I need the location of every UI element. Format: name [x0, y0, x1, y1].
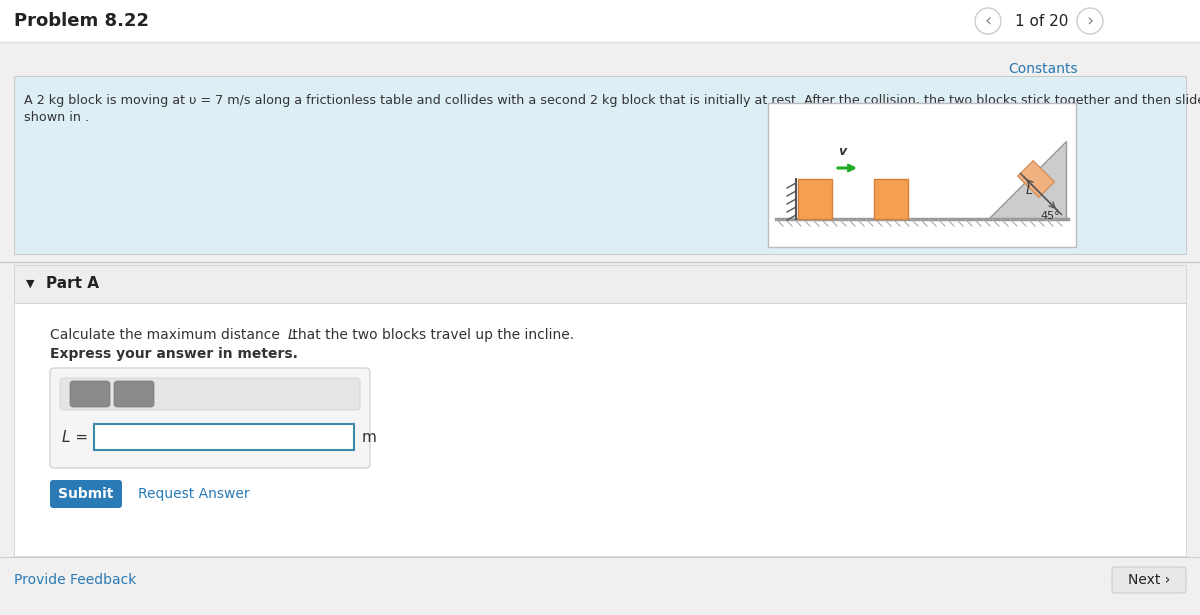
- Text: L: L: [288, 328, 295, 342]
- Text: shown in .: shown in .: [24, 111, 89, 124]
- Text: Constants: Constants: [1008, 62, 1078, 76]
- Text: Next ›: Next ›: [1128, 573, 1170, 587]
- Bar: [14, 303, 1186, 556]
- Bar: [14, 76, 1186, 254]
- Text: L: L: [1026, 183, 1032, 197]
- Text: ‹: ‹: [984, 12, 991, 30]
- Bar: [798, 179, 832, 219]
- Text: Submit: Submit: [59, 487, 114, 501]
- FancyBboxPatch shape: [60, 378, 360, 410]
- FancyBboxPatch shape: [1112, 567, 1186, 593]
- Text: ›: ›: [1086, 12, 1093, 30]
- Text: Express your answer in meters.: Express your answer in meters.: [50, 347, 298, 361]
- Circle shape: [1078, 8, 1103, 34]
- Text: 1 of 20: 1 of 20: [1015, 14, 1069, 28]
- Text: Part A: Part A: [46, 277, 98, 292]
- Circle shape: [974, 8, 1001, 34]
- Bar: [874, 179, 908, 219]
- FancyBboxPatch shape: [50, 480, 122, 508]
- FancyBboxPatch shape: [114, 381, 154, 407]
- Text: Request Answer: Request Answer: [138, 487, 250, 501]
- Text: m: m: [362, 429, 377, 445]
- Bar: [0, 0, 1200, 42]
- Text: Problem 8.22: Problem 8.22: [14, 12, 149, 30]
- Text: v: v: [838, 145, 846, 158]
- Text: L =: L =: [62, 430, 88, 445]
- Text: ▼: ▼: [25, 279, 35, 289]
- FancyBboxPatch shape: [70, 381, 110, 407]
- FancyBboxPatch shape: [50, 368, 370, 468]
- Text: A 2 kg block is moving at υ = 7 m/s along a frictionless table and collides with: A 2 kg block is moving at υ = 7 m/s alon…: [24, 94, 1200, 107]
- Polygon shape: [988, 141, 1066, 219]
- Text: that the two blocks travel up the incline.: that the two blocks travel up the inclin…: [288, 328, 574, 342]
- Bar: [94, 424, 354, 450]
- Bar: [14, 265, 1186, 303]
- Polygon shape: [1018, 161, 1055, 197]
- Text: 45°: 45°: [1040, 211, 1060, 221]
- Bar: [768, 103, 1076, 247]
- Text: Provide Feedback: Provide Feedback: [14, 573, 137, 587]
- Text: Calculate the maximum distance: Calculate the maximum distance: [50, 328, 284, 342]
